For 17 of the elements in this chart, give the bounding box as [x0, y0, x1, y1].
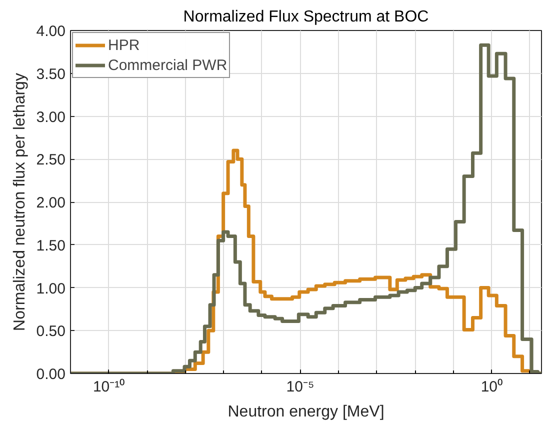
x-tick-label: 10⁻¹⁰: [92, 378, 125, 396]
y-tick-label: 2.50: [36, 152, 66, 169]
y-tick-label: 3.00: [36, 108, 66, 126]
x-axis-title: Neutron energy [MeV]: [228, 404, 384, 420]
y-tick-label: 0.00: [36, 366, 66, 383]
chart-title: Normalized Flux Spectrum at BOC: [183, 8, 429, 26]
legend-label: HPR: [108, 36, 140, 54]
legend-label: Commercial PWR: [108, 56, 228, 74]
y-tick-label: 3.50: [36, 66, 66, 83]
y-tick-label: 1.50: [36, 237, 66, 254]
y-tick-label: 1.00: [36, 280, 66, 298]
y-axis-title: Normalized neutron flux per lethargy: [11, 73, 28, 331]
y-tick-label: 0.50: [36, 323, 66, 340]
x-tick-label: 10⁰: [480, 378, 503, 396]
y-tick-label: 4.00: [36, 23, 66, 40]
y-tick-label: 2.00: [36, 194, 66, 212]
x-tick-label: 10⁻⁵: [286, 378, 314, 396]
